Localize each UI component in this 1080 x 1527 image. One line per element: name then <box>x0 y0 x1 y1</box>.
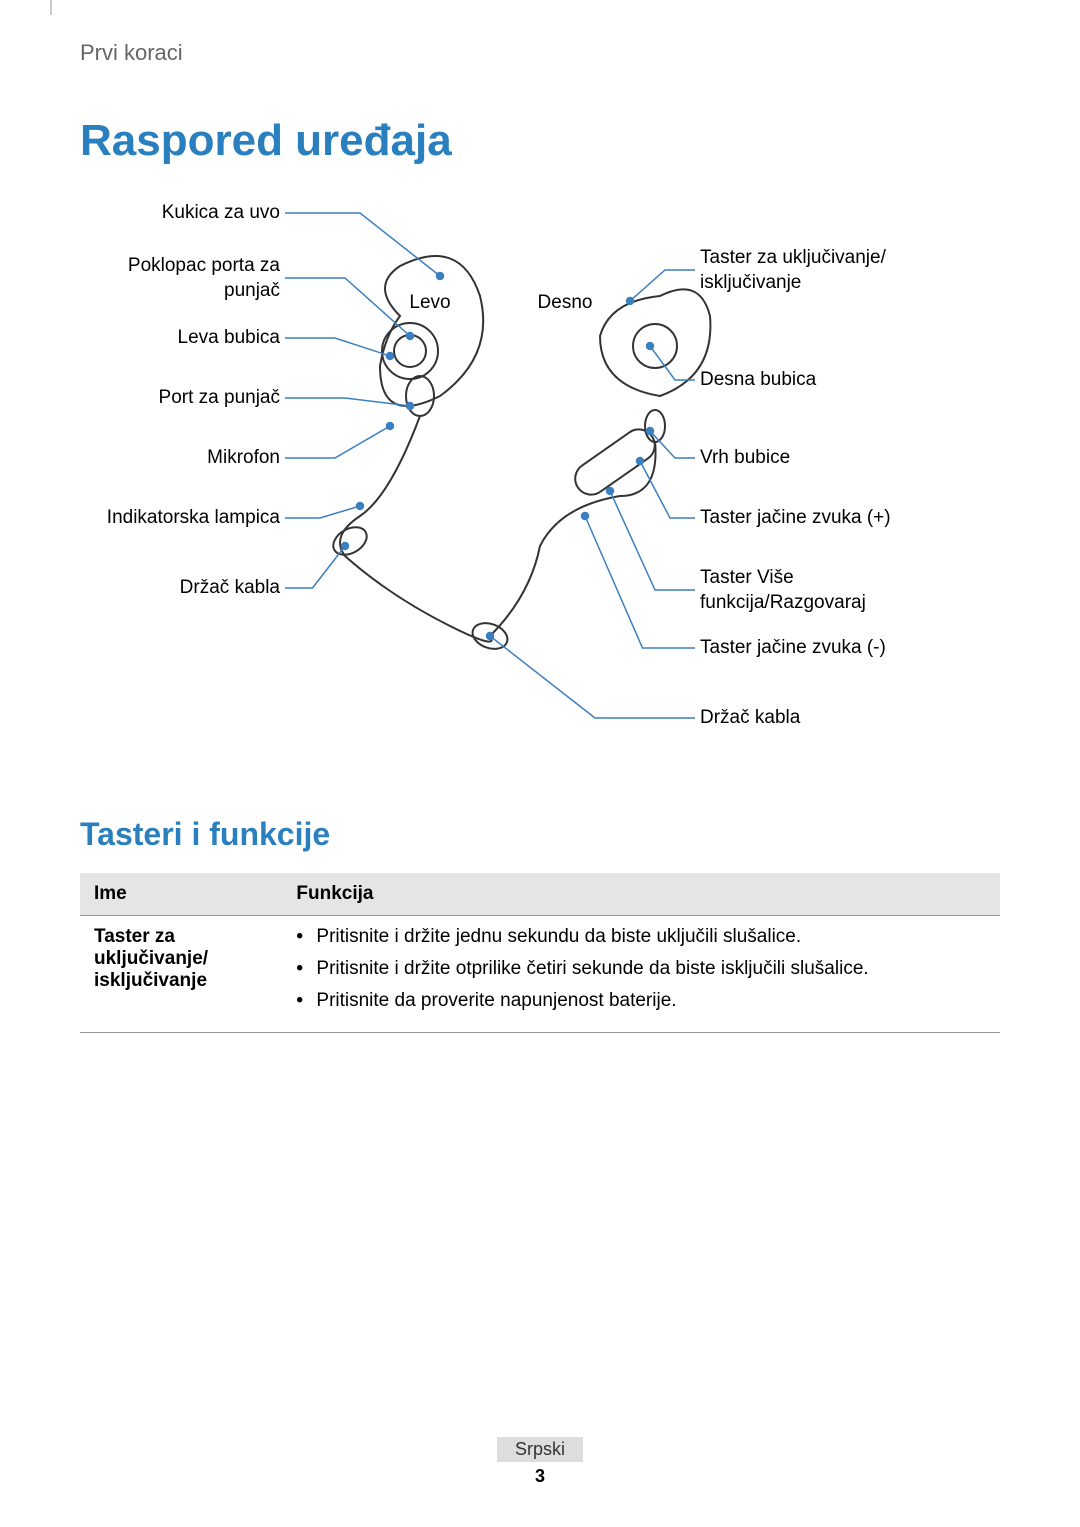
subtitle: Tasteri i funkcije <box>80 816 1000 853</box>
section-header: Prvi koraci <box>80 40 1000 66</box>
row-functions: Pritisnite i držite jednu sekundu da bis… <box>282 916 1000 1033</box>
label-earbud-tip: Vrh bubice <box>700 446 960 471</box>
functions-table: Ime Funkcija Taster za uključivanje/ isk… <box>80 873 1000 1033</box>
th-name: Ime <box>80 873 282 916</box>
table-row: Taster za uključivanje/ isključivanje Pr… <box>80 916 1000 1033</box>
func-item: Pritisnite da proverite napunjenost bate… <box>296 990 986 1012</box>
label-microphone: Mikrofon <box>80 446 280 471</box>
label-cable-holder-right: Držač kabla <box>700 706 960 731</box>
label-right-earbud: Desna bubica <box>700 368 960 393</box>
page-footer: Srpski 3 <box>0 1437 1080 1487</box>
label-multi-button: Taster Višefunkcija/Razgovaraj <box>700 566 960 615</box>
label-left-earbud: Leva bubica <box>80 326 280 351</box>
label-charger-port: Port za punjač <box>80 386 280 411</box>
label-desno: Desno <box>530 291 600 316</box>
label-ear-hook: Kukica za uvo <box>80 201 280 226</box>
row-name: Taster za uključivanje/ isključivanje <box>80 916 282 1033</box>
header-rule <box>50 0 52 15</box>
device-diagram: Levo Desno Kukica za uvoPoklopac porta z… <box>100 196 980 756</box>
footer-language: Srpski <box>497 1437 583 1462</box>
th-function: Funkcija <box>282 873 1000 916</box>
footer-page-number: 3 <box>0 1466 1080 1487</box>
page-title: Raspored uređaja <box>80 116 1000 166</box>
label-levo: Levo <box>400 291 460 316</box>
label-volume-down: Taster jačine zvuka (-) <box>700 636 960 661</box>
label-power-button: Taster za uključivanje/isključivanje <box>700 246 960 295</box>
label-volume-up: Taster jačine zvuka (+) <box>700 506 960 531</box>
func-item: Pritisnite i držite jednu sekundu da bis… <box>296 926 986 948</box>
label-charger-cover: Poklopac porta zapunjač <box>80 254 280 303</box>
label-cable-holder-left: Držač kabla <box>80 576 280 601</box>
label-indicator-light: Indikatorska lampica <box>80 506 280 531</box>
func-item: Pritisnite i držite otprilike četiri sek… <box>296 958 986 980</box>
